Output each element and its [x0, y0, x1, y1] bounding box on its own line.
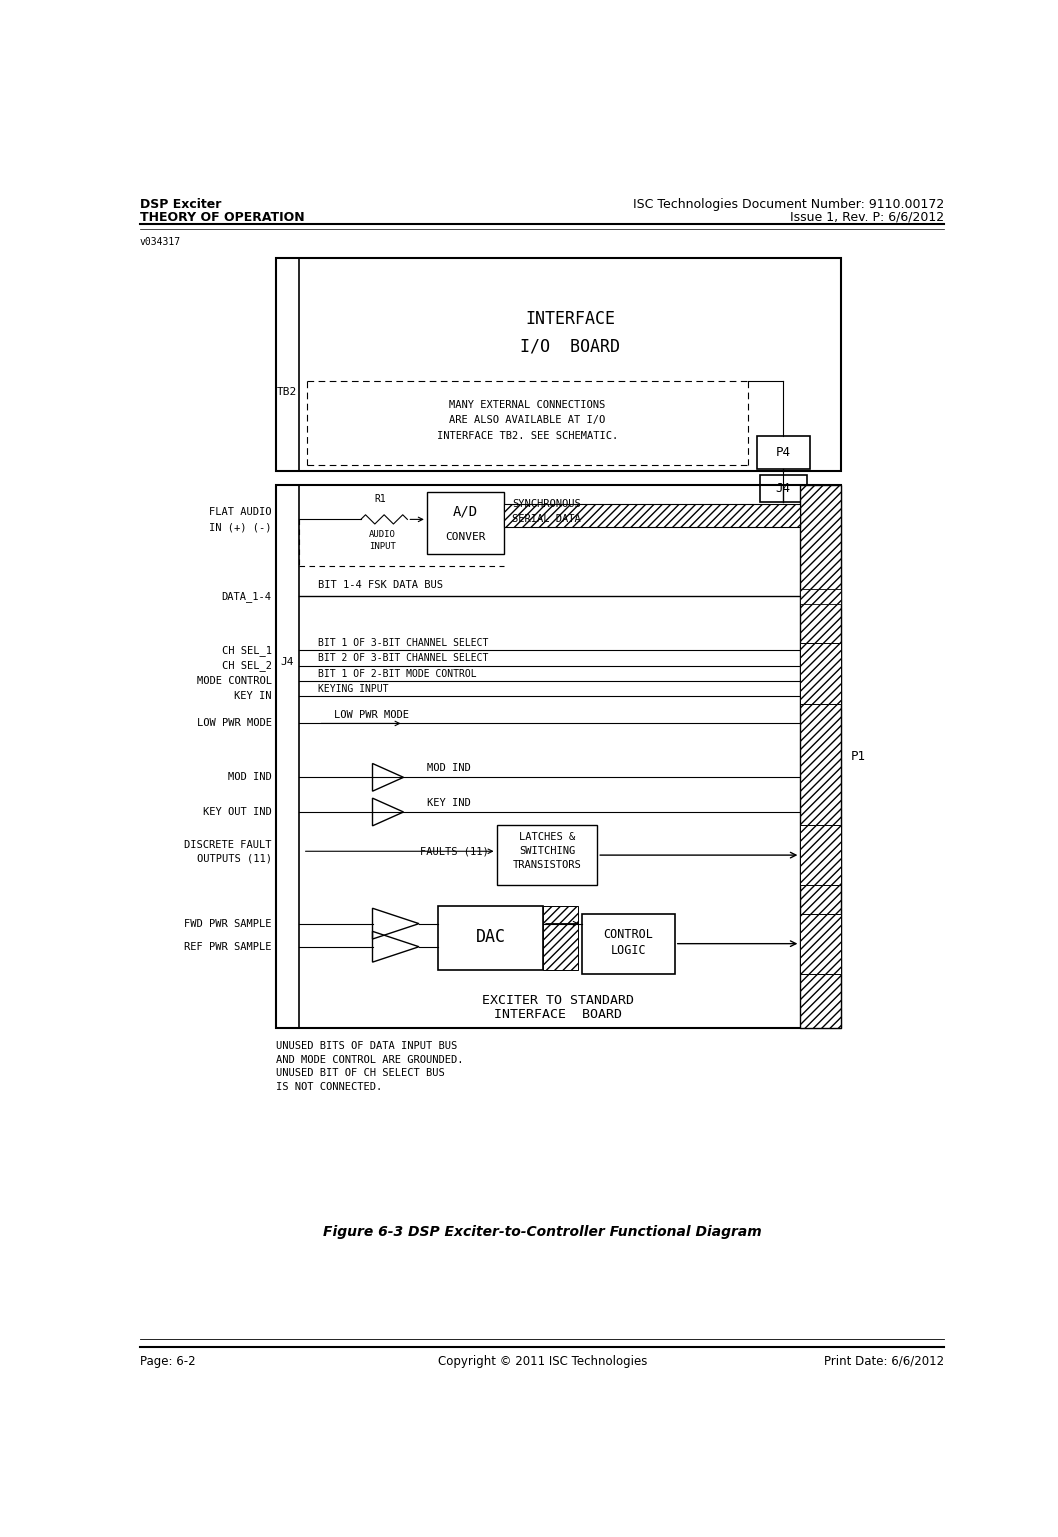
- Bar: [800, 825, 841, 885]
- Text: BIT 1 OF 3-BIT CHANNEL SELECT: BIT 1 OF 3-BIT CHANNEL SELECT: [318, 638, 489, 649]
- Text: SYNCHRONOUS: SYNCHRONOUS: [512, 498, 581, 509]
- Bar: [505, 504, 800, 527]
- Text: LOGIC: LOGIC: [610, 944, 646, 958]
- Text: ISC Technologies Document Number: 9110.00172: ISC Technologies Document Number: 9110.0…: [633, 198, 945, 211]
- Text: LOW PWR MODE: LOW PWR MODE: [333, 710, 408, 719]
- Text: LATCHES &: LATCHES &: [518, 833, 574, 842]
- Text: FLAT AUDIO: FLAT AUDIO: [209, 507, 272, 516]
- Text: BIT 1 OF 2-BIT MODE CONTROL: BIT 1 OF 2-BIT MODE CONTROL: [318, 669, 477, 679]
- Text: P4: P4: [776, 446, 790, 460]
- Text: Page: 6-2: Page: 6-2: [140, 1354, 196, 1368]
- Text: IS NOT CONNECTED.: IS NOT CONNECTED.: [276, 1082, 382, 1093]
- Text: DAC: DAC: [476, 928, 506, 947]
- Bar: [426, 492, 505, 553]
- Text: KEY IND: KEY IND: [426, 798, 471, 808]
- Bar: [800, 589, 841, 604]
- Bar: [543, 905, 578, 970]
- Bar: [496, 825, 598, 885]
- Text: INTERFACE TB2. SEE SCHEMATIC.: INTERFACE TB2. SEE SCHEMATIC.: [437, 430, 618, 441]
- Text: INTERFACE  BOARD: INTERFACE BOARD: [494, 1008, 622, 1021]
- Text: IN (+) (-): IN (+) (-): [209, 523, 272, 532]
- Text: Copyright © 2011 ISC Technologies: Copyright © 2011 ISC Technologies: [438, 1354, 646, 1368]
- Text: INPUT: INPUT: [368, 543, 396, 550]
- Text: AUDIO: AUDIO: [368, 530, 396, 539]
- Text: BIT 1-4 FSK DATA BUS: BIT 1-4 FSK DATA BUS: [318, 581, 443, 590]
- Text: DATA_1-4: DATA_1-4: [222, 590, 272, 603]
- Text: BIT 2 OF 3-BIT CHANNEL SELECT: BIT 2 OF 3-BIT CHANNEL SELECT: [318, 653, 489, 664]
- Text: v034317: v034317: [140, 237, 181, 247]
- Text: TRANSISTORS: TRANSISTORS: [512, 861, 581, 870]
- Text: CONTROL: CONTROL: [603, 928, 653, 941]
- Text: ARE ALSO AVAILABLE AT I/O: ARE ALSO AVAILABLE AT I/O: [450, 415, 605, 426]
- Text: Issue 1, Rev. P: 6/6/2012: Issue 1, Rev. P: 6/6/2012: [790, 211, 945, 223]
- Text: REF PWR SAMPLE: REF PWR SAMPLE: [184, 942, 272, 951]
- Text: FWD PWR SAMPLE: FWD PWR SAMPLE: [184, 919, 272, 928]
- Bar: [582, 915, 675, 974]
- Text: KEY OUT IND: KEY OUT IND: [203, 807, 272, 818]
- Text: P1: P1: [851, 750, 865, 762]
- Text: EXCITER TO STANDARD: EXCITER TO STANDARD: [482, 994, 635, 1007]
- Text: LOW PWR MODE: LOW PWR MODE: [197, 718, 272, 729]
- Text: UNUSED BIT OF CH SELECT BUS: UNUSED BIT OF CH SELECT BUS: [276, 1068, 444, 1079]
- Text: J4: J4: [280, 656, 294, 667]
- Text: Figure 6-3 DSP Exciter-to-Controller Functional Diagram: Figure 6-3 DSP Exciter-to-Controller Fun…: [323, 1225, 762, 1239]
- Text: THEORY OF OPERATION: THEORY OF OPERATION: [140, 211, 305, 223]
- Text: SERIAL DATA: SERIAL DATA: [512, 513, 581, 524]
- Text: A/D: A/D: [453, 504, 478, 518]
- Bar: [438, 905, 543, 970]
- Bar: [276, 258, 841, 470]
- Text: MOD IND: MOD IND: [229, 772, 272, 782]
- Text: Print Date: 6/6/2012: Print Date: 6/6/2012: [824, 1354, 945, 1368]
- Text: KEYING INPUT: KEYING INPUT: [318, 684, 388, 695]
- Text: MANY EXTERNAL CONNECTIONS: MANY EXTERNAL CONNECTIONS: [450, 400, 605, 410]
- Text: DISCRETE FAULT: DISCRETE FAULT: [184, 841, 272, 850]
- Text: DSP Exciter: DSP Exciter: [140, 198, 221, 211]
- Text: OUTPUTS (11): OUTPUTS (11): [197, 853, 272, 864]
- Text: I/O  BOARD: I/O BOARD: [521, 337, 620, 355]
- Text: MODE CONTROL: MODE CONTROL: [197, 676, 272, 686]
- Text: TB2: TB2: [277, 387, 297, 398]
- Text: AND MODE CONTROL ARE GROUNDED.: AND MODE CONTROL ARE GROUNDED.: [276, 1054, 463, 1065]
- Bar: [756, 437, 809, 469]
- Text: KEY IN: KEY IN: [234, 692, 272, 701]
- Text: R1: R1: [375, 493, 386, 504]
- Text: FAULTS (11): FAULTS (11): [420, 847, 489, 856]
- Text: CH SEL_2: CH SEL_2: [222, 661, 272, 672]
- Text: UNUSED BITS OF DATA INPUT BUS: UNUSED BITS OF DATA INPUT BUS: [276, 1041, 457, 1051]
- Bar: [760, 475, 806, 503]
- Bar: [800, 915, 841, 974]
- Bar: [276, 484, 841, 1028]
- Text: SWITCHING: SWITCHING: [518, 847, 574, 856]
- Bar: [800, 484, 841, 1028]
- Text: INTERFACE: INTERFACE: [525, 310, 615, 329]
- Text: MOD IND: MOD IND: [426, 764, 471, 773]
- Text: CONVER: CONVER: [445, 532, 486, 543]
- Text: CH SEL_1: CH SEL_1: [222, 646, 272, 656]
- Text: J4: J4: [776, 483, 790, 495]
- Bar: [800, 642, 841, 704]
